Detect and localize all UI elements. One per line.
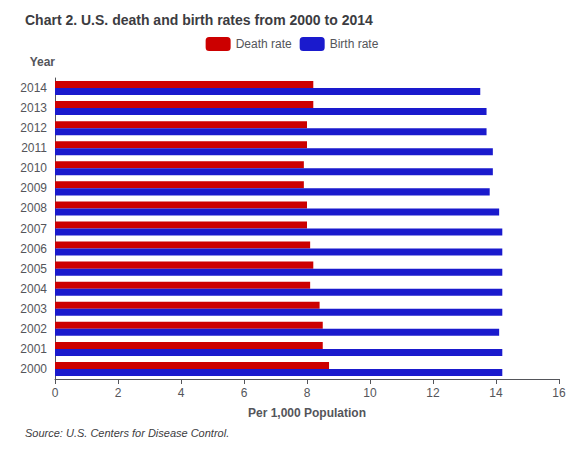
svg-text:2000: 2000 xyxy=(20,362,47,376)
svg-text:2003: 2003 xyxy=(20,302,47,316)
svg-text:2013: 2013 xyxy=(20,101,47,115)
svg-text:8: 8 xyxy=(304,386,311,400)
svg-text:2011: 2011 xyxy=(21,141,47,155)
svg-text:16: 16 xyxy=(552,386,566,400)
svg-text:Chart 2. U.S. death and birth: Chart 2. U.S. death and birth rates from… xyxy=(25,12,373,28)
svg-text:2005: 2005 xyxy=(20,262,47,276)
svg-text:10: 10 xyxy=(363,386,377,400)
svg-text:Death rate: Death rate xyxy=(236,37,292,51)
svg-text:2007: 2007 xyxy=(20,222,47,236)
svg-text:6: 6 xyxy=(241,386,248,400)
svg-text:Birth rate: Birth rate xyxy=(330,37,379,51)
svg-text:2010: 2010 xyxy=(20,161,47,175)
svg-text:2006: 2006 xyxy=(20,242,47,256)
svg-text:12: 12 xyxy=(426,386,440,400)
svg-text:2014: 2014 xyxy=(20,81,47,95)
svg-text:Year: Year xyxy=(30,55,56,69)
svg-text:2004: 2004 xyxy=(20,282,47,296)
svg-text:Source: U.S. Centers for Disea: Source: U.S. Centers for Disease Control… xyxy=(25,427,229,439)
svg-text:Per 1,000 Population: Per 1,000 Population xyxy=(248,406,366,420)
svg-text:0: 0 xyxy=(52,386,59,400)
svg-text:2: 2 xyxy=(115,386,122,400)
svg-text:2001: 2001 xyxy=(20,342,47,356)
svg-text:2008: 2008 xyxy=(20,201,47,215)
svg-text:4: 4 xyxy=(178,386,185,400)
svg-text:2002: 2002 xyxy=(20,322,47,336)
svg-text:2009: 2009 xyxy=(20,181,47,195)
svg-text:2012: 2012 xyxy=(20,121,47,135)
svg-text:14: 14 xyxy=(489,386,503,400)
